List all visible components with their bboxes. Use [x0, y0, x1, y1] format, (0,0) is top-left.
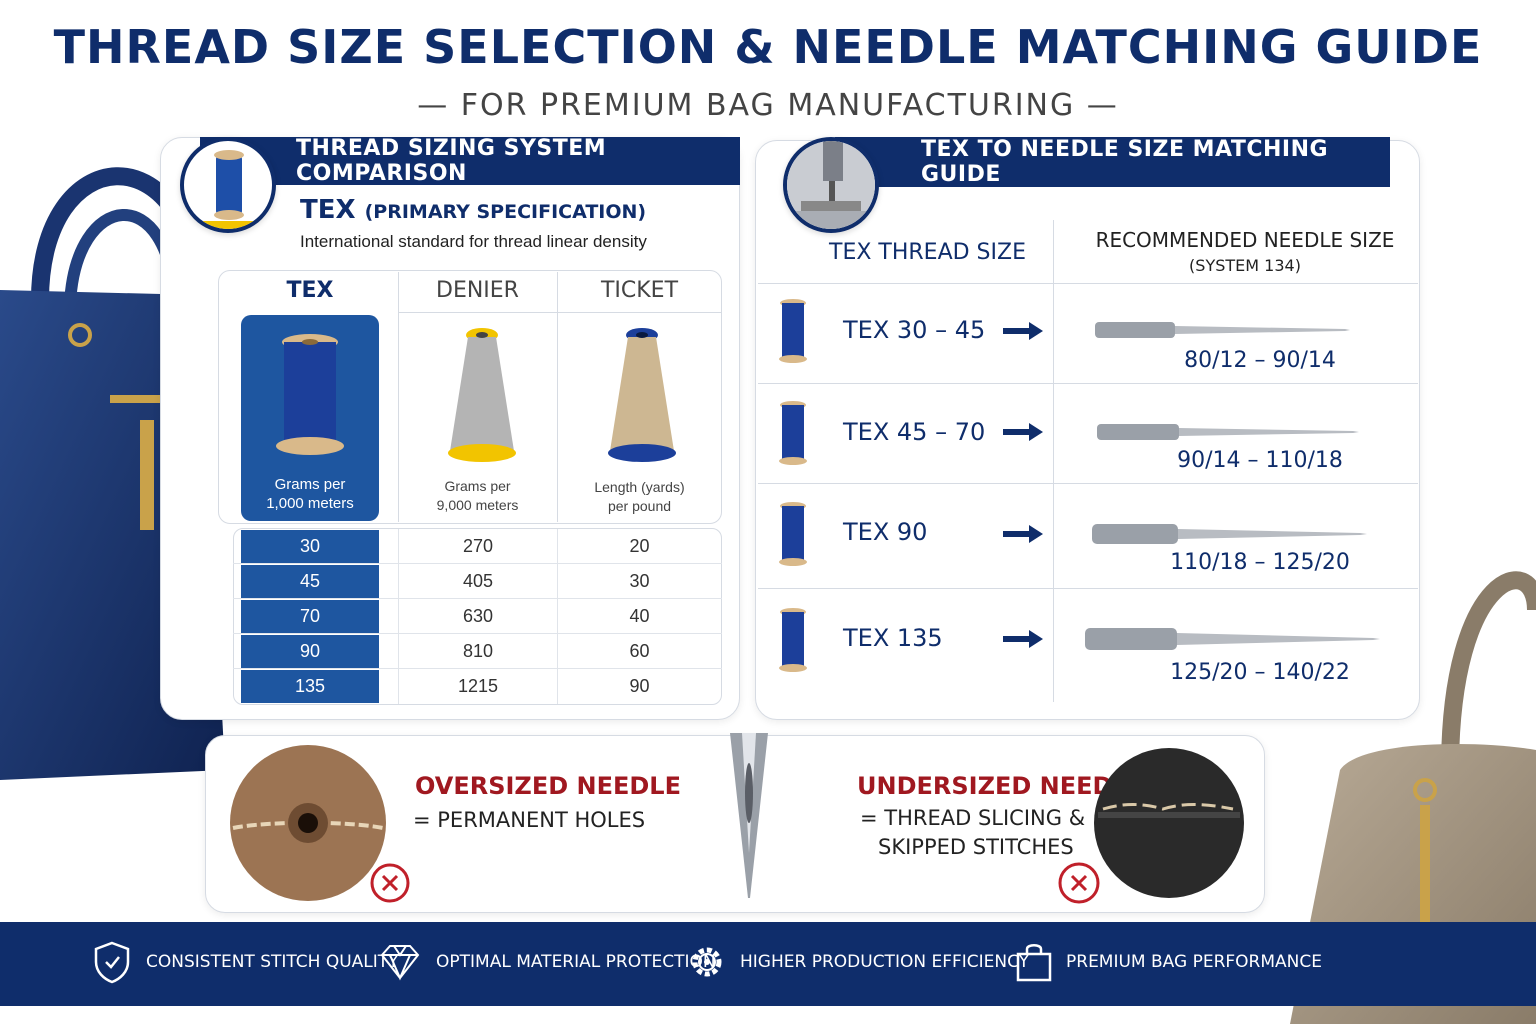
- needle-matching-banner: TEX TO NEEDLE SIZE MATCHING GUIDE: [835, 137, 1390, 187]
- gear-icon: [692, 947, 722, 977]
- thread-spool-icon: [180, 137, 276, 233]
- thread-spool-icon: [779, 299, 807, 363]
- arrow-right-icon: [1003, 423, 1043, 441]
- table-row: [758, 383, 1418, 483]
- table-row: [758, 483, 1418, 583]
- footer-item-production-efficiency: HIGHER PRODUCTION EFFICIENCY: [740, 952, 1030, 972]
- arrow-right-icon: [1003, 630, 1043, 648]
- column-header-denier: DENIER: [436, 278, 519, 303]
- footer-item-stitch-quality: CONSISTENT STITCH QUALITY: [146, 952, 399, 972]
- tan-spool-icon: [608, 328, 676, 462]
- table-row: 90 810 60: [233, 634, 722, 669]
- needle-icon: [1097, 424, 1359, 440]
- table-row: 70 630 40: [233, 599, 722, 634]
- gray-spool-icon: [448, 328, 516, 462]
- column-header-tex: TEX: [286, 278, 334, 303]
- column-header-needle-size: RECOMMENDED NEEDLE SIZE: [1095, 228, 1395, 252]
- footer-item-bag-performance: PREMIUM BAG PERFORMANCE: [1066, 952, 1322, 972]
- oversized-needle-description: = PERMANENT HOLES: [413, 808, 646, 832]
- error-x-icon: [1058, 862, 1100, 904]
- tex-heading: TEX (PRIMARY SPECIFICATION): [300, 195, 646, 225]
- needle-size-label: 125/20 – 140/22: [1170, 660, 1350, 685]
- tex-label: TEX: [300, 195, 356, 225]
- needle-size-label: 90/14 – 110/18: [1177, 448, 1343, 473]
- diamond-icon: [380, 945, 420, 981]
- column-divider: [1053, 220, 1054, 702]
- thread-spool-icon: [779, 502, 807, 566]
- undersized-needle-description-1: = THREAD SLICING &: [860, 806, 1086, 830]
- blue-spool-icon: [276, 334, 344, 455]
- ticket-caption: Length (yards) per pound: [594, 479, 685, 514]
- footer-benefits-bar: [0, 922, 1536, 1006]
- tex-spec: (PRIMARY SPECIFICATION): [364, 201, 647, 223]
- undersized-needle-title: UNDERSIZED NEEDLE: [857, 772, 1145, 800]
- sewing-machine-icon: [783, 137, 879, 233]
- tex-range-label: TEX 30 – 45: [843, 316, 986, 344]
- shield-icon: [94, 941, 130, 984]
- table-row: [758, 283, 1418, 383]
- arrow-right-icon: [1003, 322, 1043, 340]
- table-row: 135 1215 90: [233, 669, 722, 704]
- tex-range-label: TEX 90: [843, 518, 928, 546]
- column-header-ticket: TICKET: [600, 278, 679, 303]
- needle-icon: [1095, 322, 1350, 338]
- tex-description: International standard for thread linear…: [300, 232, 647, 251]
- oversized-needle-title: OVERSIZED NEEDLE: [415, 772, 681, 800]
- needle-size-label: 80/12 – 90/14: [1184, 348, 1336, 373]
- undersized-needle-description-2: SKIPPED STITCHES: [878, 835, 1074, 859]
- needle-icon: [1085, 628, 1380, 650]
- tex-range-label: TEX 45 – 70: [843, 418, 986, 446]
- error-x-icon: [370, 863, 410, 903]
- skipped-stitch-leather-image: [1094, 748, 1244, 898]
- denier-caption: Grams per 9,000 meters: [436, 478, 519, 513]
- bag-icon: [1016, 944, 1052, 982]
- needle-point-icon: [730, 733, 768, 898]
- thread-sizing-banner: THREAD SIZING SYSTEM COMPARISON: [200, 136, 740, 186]
- column-header-thread-size: TEX THREAD SIZE: [829, 240, 1026, 265]
- needle-size-label: 110/18 – 125/20: [1170, 550, 1350, 575]
- column-header-needle-system: (SYSTEM 134): [1189, 256, 1301, 275]
- leather-hole-image: [230, 745, 386, 901]
- needle-icon: [1092, 524, 1367, 544]
- page-title: THREAD SIZE SELECTION & NEEDLE MATCHING …: [53, 20, 1483, 74]
- table-row: [758, 588, 1418, 688]
- page-subtitle: — FOR PREMIUM BAG MANUFACTURING —: [417, 88, 1119, 123]
- arrow-right-icon: [1003, 525, 1043, 543]
- tex-range-label: TEX 135: [843, 624, 943, 652]
- thread-spool-icon: [779, 608, 807, 672]
- needle-matching-panel: [755, 140, 1420, 720]
- table-row: 30 270 20: [233, 529, 722, 564]
- table-row: 45 405 30: [233, 564, 722, 599]
- footer-item-material-protection: OPTIMAL MATERIAL PROTECTION: [436, 952, 716, 972]
- tex-caption: Grams per 1,000 meters: [266, 476, 354, 512]
- thread-spool-icon: [779, 401, 807, 465]
